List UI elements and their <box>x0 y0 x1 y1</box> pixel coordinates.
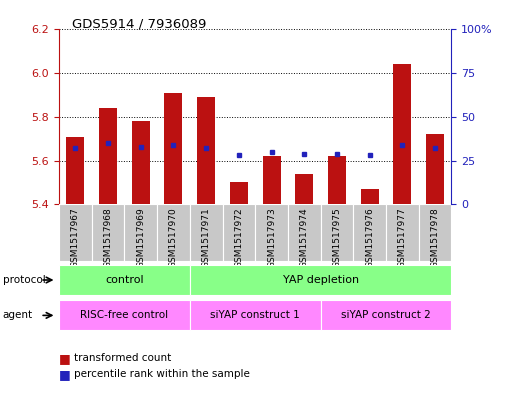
Text: ■: ■ <box>59 352 71 365</box>
Bar <box>59 204 92 261</box>
Text: siYAP construct 2: siYAP construct 2 <box>341 310 431 320</box>
Bar <box>393 64 411 204</box>
Text: GSM1517978: GSM1517978 <box>430 207 440 268</box>
Text: transformed count: transformed count <box>74 353 172 364</box>
Bar <box>124 204 157 261</box>
Text: GDS5914 / 7936089: GDS5914 / 7936089 <box>72 18 206 31</box>
Text: agent: agent <box>3 310 33 320</box>
Text: siYAP construct 1: siYAP construct 1 <box>210 310 300 320</box>
Bar <box>197 97 215 204</box>
Bar <box>223 204 255 261</box>
Text: control: control <box>105 275 144 285</box>
Bar <box>288 204 321 261</box>
Bar <box>295 174 313 204</box>
Text: GSM1517974: GSM1517974 <box>300 207 309 268</box>
Bar <box>419 204 451 261</box>
Bar <box>92 204 125 261</box>
Text: GSM1517971: GSM1517971 <box>202 207 211 268</box>
Bar <box>99 108 117 204</box>
Text: RISC-free control: RISC-free control <box>81 310 168 320</box>
Bar <box>190 265 451 295</box>
Text: GSM1517975: GSM1517975 <box>332 207 342 268</box>
Text: GSM1517977: GSM1517977 <box>398 207 407 268</box>
Text: GSM1517976: GSM1517976 <box>365 207 374 268</box>
Bar <box>66 137 84 204</box>
Bar <box>426 134 444 204</box>
Bar <box>165 93 183 204</box>
Text: GSM1517968: GSM1517968 <box>104 207 112 268</box>
Bar <box>263 156 281 204</box>
Text: GSM1517969: GSM1517969 <box>136 207 145 268</box>
Bar <box>361 189 379 204</box>
Bar <box>59 265 190 295</box>
Bar <box>255 204 288 261</box>
Text: percentile rank within the sample: percentile rank within the sample <box>74 369 250 379</box>
Bar <box>328 156 346 204</box>
Text: GSM1517972: GSM1517972 <box>234 207 243 268</box>
Bar <box>132 121 150 204</box>
Bar <box>59 300 190 331</box>
Bar <box>321 300 451 331</box>
Text: GSM1517967: GSM1517967 <box>71 207 80 268</box>
Bar <box>353 204 386 261</box>
Bar <box>230 182 248 204</box>
Text: ■: ■ <box>59 367 71 381</box>
Text: GSM1517970: GSM1517970 <box>169 207 178 268</box>
Text: protocol: protocol <box>3 275 45 285</box>
Bar <box>321 204 353 261</box>
Bar <box>190 300 321 331</box>
Bar <box>157 204 190 261</box>
Text: YAP depletion: YAP depletion <box>283 275 359 285</box>
Bar <box>386 204 419 261</box>
Text: GSM1517973: GSM1517973 <box>267 207 276 268</box>
Bar <box>190 204 223 261</box>
